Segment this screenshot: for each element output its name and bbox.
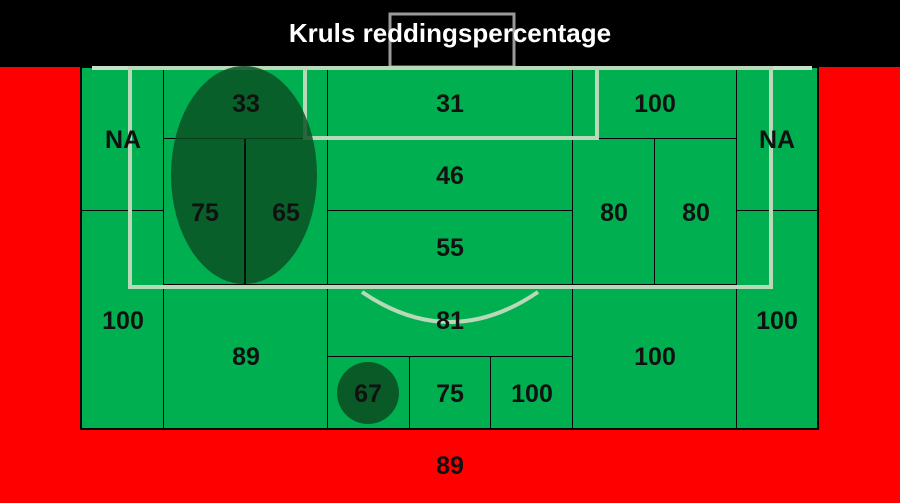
highlight-circle-bottom (337, 362, 399, 424)
zone-label-center-bottom-c: 100 (511, 380, 553, 408)
zone-label-right-top: 100 (634, 90, 676, 118)
chart-title: Kruls reddingspercentage (288, 18, 612, 48)
zone-label-left-bottom: 89 (232, 343, 260, 371)
zone-label-center-1: 31 (436, 90, 464, 118)
zone-label-left-mid-b: 65 (272, 199, 300, 227)
title-bar (0, 0, 900, 67)
zone-label-far-right-bottom: 100 (756, 307, 798, 335)
highlight-oval-left (171, 66, 317, 284)
zone-label-center-2: 46 (436, 162, 464, 190)
zone-label-far-left-bottom: 100 (102, 307, 144, 335)
zone-label-outside: 89 (436, 452, 464, 480)
zone-label-left-mid-a: 75 (191, 199, 219, 227)
zone-far-right-bottom (736, 210, 818, 429)
zone-label-right-bottom: 100 (634, 343, 676, 371)
zone-label-left-top: 33 (232, 90, 260, 118)
zone-label-center-bottom-a: 67 (354, 380, 382, 408)
zone-label-right-mid-a: 80 (600, 199, 628, 227)
zone-label-right-mid-b: 80 (682, 199, 710, 227)
zone-label-far-left-top: NA (104, 126, 142, 154)
zone-label-center-bottom-b: 75 (436, 380, 464, 408)
penalty-arc (360, 290, 540, 324)
zone-label-center-4: 81 (436, 307, 464, 335)
zone-label-far-right-top: NA (758, 126, 796, 154)
zone-label-center-3: 55 (436, 234, 464, 262)
goal-area (303, 66, 599, 140)
